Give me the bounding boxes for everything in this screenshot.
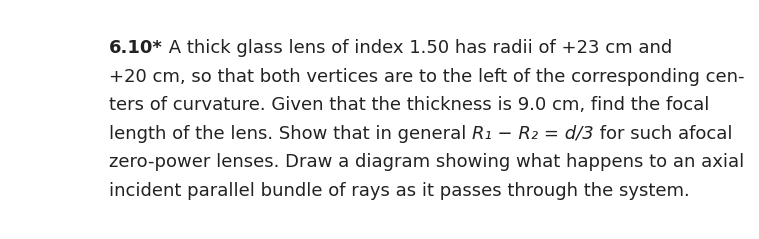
Text: incident parallel bundle of rays as it passes through the system.: incident parallel bundle of rays as it p… (109, 182, 690, 200)
Text: R₁ − R₂ = d/3: R₁ − R₂ = d/3 (472, 125, 594, 143)
Text: length of the lens. Show that in general: length of the lens. Show that in general (109, 125, 472, 143)
Text: 6.10*: 6.10* (109, 39, 162, 57)
Text: zero-power lenses. Draw a diagram showing what happens to an axial: zero-power lenses. Draw a diagram showin… (109, 153, 744, 171)
Text: A thick glass lens of index 1.50 has radii of +23 cm and: A thick glass lens of index 1.50 has rad… (162, 39, 672, 57)
Text: +20 cm, so that both vertices are to the left of the corresponding cen-: +20 cm, so that both vertices are to the… (109, 68, 745, 86)
Text: ters of curvature. Given that the thickness is 9.0 cm, find the focal: ters of curvature. Given that the thickn… (109, 97, 709, 114)
Text: for such afocal: for such afocal (594, 125, 732, 143)
